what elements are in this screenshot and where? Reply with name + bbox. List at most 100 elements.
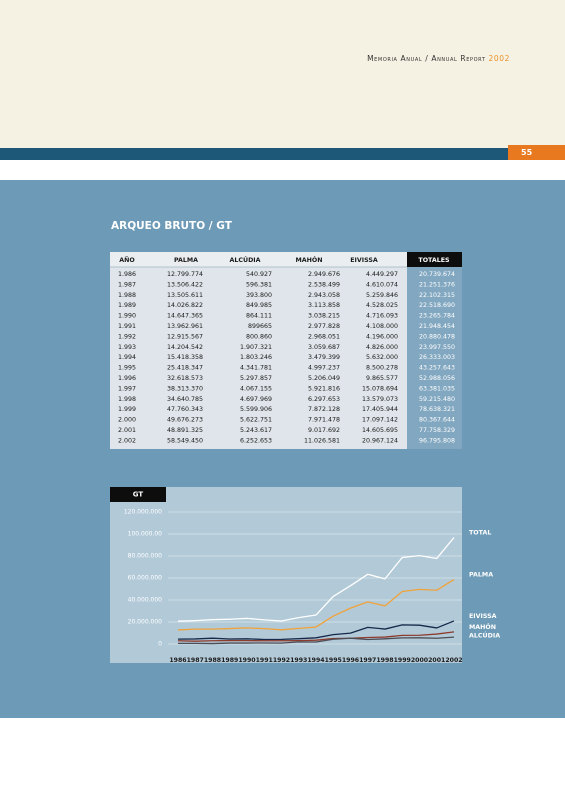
value-cell: 4.716.093: [366, 313, 398, 320]
value-cell: 20.739.674: [419, 271, 455, 278]
value-cell: 47.760.343: [167, 406, 203, 413]
series-label: ALCÚDIA: [469, 630, 500, 639]
y-tick-label: 80.000.000: [128, 553, 163, 560]
value-cell: 7.872.128: [308, 406, 340, 413]
value-cell: 4.528.025: [366, 302, 398, 309]
value-cell: 11.026.581: [304, 437, 340, 444]
value-cell: 540.927: [246, 271, 272, 278]
series-label: MAHÓN: [469, 622, 496, 631]
value-cell: 1.803.246: [240, 354, 272, 361]
value-cell: 4.108.000: [366, 323, 398, 330]
value-cell: 3.113.858: [308, 302, 340, 309]
value-cell: 2.538.499: [308, 281, 340, 288]
value-cell: 52.988.056: [419, 375, 455, 382]
value-cell: 5.243.617: [240, 427, 272, 434]
year-cell: 2.002: [118, 437, 136, 444]
totals-header-bg: [407, 252, 462, 267]
value-cell: 5.921.816: [308, 385, 340, 392]
series-line: [177, 579, 455, 631]
column-header: MAHÓN: [295, 255, 322, 264]
unit-box: [110, 487, 166, 502]
x-tick-label: 1997: [359, 657, 376, 664]
year-cell: 1.998: [118, 396, 136, 403]
value-cell: 17.405.944: [362, 406, 398, 413]
value-cell: 596.381: [246, 281, 272, 288]
year-cell: 1.997: [118, 385, 136, 392]
x-tick-label: 1988: [204, 657, 221, 664]
value-cell: 864.111: [246, 313, 272, 320]
column-header: EIVISSA: [350, 257, 378, 264]
x-tick-label: 1995: [325, 657, 342, 664]
value-cell: 14.647.365: [167, 313, 203, 320]
x-tick-label: 2001: [428, 657, 445, 664]
value-cell: 7.971.478: [308, 417, 340, 424]
x-tick-label: 1986: [169, 657, 186, 664]
value-cell: 15.078.694: [362, 385, 398, 392]
value-cell: 22.102.315: [419, 292, 455, 299]
value-cell: 15.418.358: [167, 354, 203, 361]
column-header: AÑO: [119, 255, 135, 264]
y-tick-label: 120.000.000: [124, 509, 162, 516]
value-cell: 12.915.567: [167, 333, 203, 340]
x-tick-label: 1994: [307, 657, 325, 664]
value-cell: 2.949.676: [308, 271, 340, 278]
year-cell: 1.996: [118, 375, 136, 382]
series-label: EIVISSA: [469, 613, 497, 620]
year-cell: 2.000: [118, 417, 136, 424]
value-cell: 34.640.785: [167, 396, 203, 403]
year-cell: 1.995: [118, 365, 136, 372]
y-tick-label: 20.000.000: [128, 619, 163, 626]
year-cell: 2.001: [118, 427, 136, 434]
value-cell: 6.252.653: [240, 437, 272, 444]
value-cell: 17.097.142: [362, 417, 398, 424]
value-cell: 59.215.480: [419, 396, 455, 403]
value-cell: 3.059.687: [308, 344, 340, 351]
series-line: [177, 620, 455, 641]
column-header: TOTALES: [418, 257, 450, 264]
x-tick-label: 2000: [411, 657, 429, 664]
value-cell: 5.599.906: [240, 406, 272, 413]
x-tick-label: 1987: [187, 657, 204, 664]
series-line: [177, 636, 455, 645]
chart: GT 0 20.000.000 40.000.000 60.000.000 80.000…: [110, 487, 463, 664]
value-cell: 899665: [248, 323, 272, 330]
value-cell: 96.795.808: [419, 437, 455, 444]
column-header: ALCÚDIA: [229, 255, 260, 264]
value-cell: 23.997.550: [419, 344, 455, 351]
value-cell: 13.579.073: [362, 396, 398, 403]
value-cell: 4.697.969: [240, 396, 272, 403]
value-cell: 26.333.003: [419, 354, 455, 361]
year-cell: 1.992: [118, 333, 136, 340]
report-year: 2002: [489, 54, 511, 63]
section-title: ARQUEO BRUTO / GT: [111, 220, 233, 232]
report-name: Memoria Anual / Annual Report: [367, 54, 486, 63]
year-cell: 1.986: [118, 271, 136, 278]
value-cell: 2.943.058: [308, 292, 340, 299]
value-cell: 63.381.035: [419, 385, 455, 392]
value-cell: 4.826.000: [366, 344, 398, 351]
value-cell: 38.313.370: [167, 385, 203, 392]
value-cell: 8.500.278: [366, 365, 398, 372]
x-tick-label: 1993: [290, 657, 307, 664]
top-band: [0, 0, 565, 148]
running-header: Memoria Anual / Annual Report 2002: [367, 54, 510, 63]
value-cell: 13.962.961: [167, 323, 203, 330]
value-cell: 14.204.542: [167, 344, 203, 351]
value-cell: 13.506.422: [167, 281, 203, 288]
series-line: [177, 537, 455, 622]
series-line: [177, 631, 455, 642]
value-cell: 4.067.155: [240, 385, 272, 392]
x-tick-label: 1991: [256, 657, 273, 664]
chart-bg: [110, 487, 462, 663]
value-cell: 21.251.376: [419, 281, 455, 288]
series-label: PALMA: [469, 572, 493, 579]
value-cell: 77.758.329: [419, 427, 455, 434]
year-cell: 1.987: [118, 281, 136, 288]
value-cell: 20.880.478: [419, 333, 455, 340]
value-cell: 4.341.781: [240, 365, 272, 372]
value-cell: 800.860: [246, 333, 272, 340]
value-cell: 13.505.611: [167, 292, 203, 299]
value-cell: 48.891.325: [167, 427, 203, 434]
